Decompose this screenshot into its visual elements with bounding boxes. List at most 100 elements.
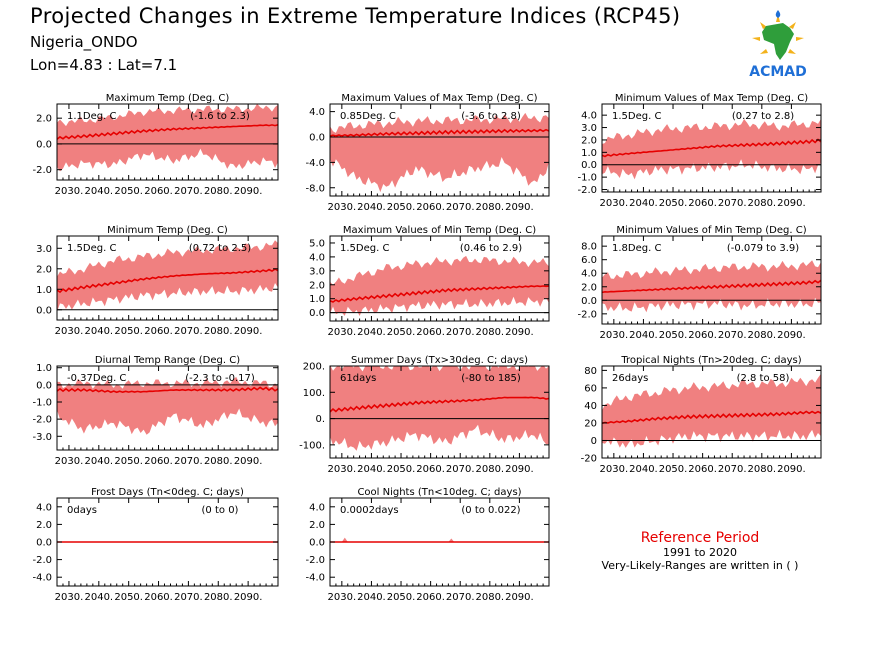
- change-summary: 1.5Deg. C: [340, 243, 389, 254]
- x-tick-label: 2060.: [144, 456, 173, 467]
- x-tick-label: 2040.: [84, 456, 113, 467]
- x-tick-label: 2090.: [505, 464, 534, 475]
- y-tick-label: 2.0: [36, 264, 52, 275]
- x-tick-label: 2090.: [234, 592, 263, 603]
- x-tick-label: 2050.: [387, 592, 416, 603]
- x-tick-label: 2040.: [84, 186, 113, 197]
- x-tick-label: 2080.: [475, 464, 504, 475]
- x-tick-label: 2040.: [357, 202, 386, 213]
- plot-area: [602, 118, 821, 180]
- y-tick-label: -4.0: [32, 573, 52, 584]
- likely-range-band: [602, 260, 821, 313]
- x-tick-label: 2070.: [174, 326, 203, 337]
- x-tick-label: 2050.: [659, 198, 688, 209]
- x-tick-label: 2070.: [174, 186, 203, 197]
- x-tick-label: 2030.: [55, 456, 84, 467]
- y-tick-label: -2.0: [577, 185, 597, 196]
- y-tick-label: 20: [584, 418, 597, 429]
- y-tick-label: 200.: [303, 362, 325, 373]
- reference-period-title: Reference Period: [640, 530, 760, 546]
- likely-range-band: [602, 118, 821, 180]
- x-tick-label: 2040.: [629, 330, 658, 341]
- x-tick-label: 2040.: [84, 326, 113, 337]
- plot-area: [57, 104, 278, 172]
- x-tick-label: 2050.: [387, 327, 416, 338]
- median-line: [330, 396, 549, 413]
- chart-panel: -100. 0. 100. 200. 2030. 2040. 2050. 2060. 2070.…: [299, 355, 550, 475]
- reference-period-box: Reference Period 1991 to 2020 Very-Likel…: [580, 530, 820, 572]
- likely-range-label: (-2.3 to -0.17): [185, 373, 255, 384]
- y-tick-label: 1.0: [309, 294, 325, 305]
- y-tick-label: 4.0: [581, 111, 597, 122]
- y-tick-label: 4.0: [309, 107, 325, 118]
- x-tick-label: 2080.: [747, 464, 776, 475]
- y-tick-label: 60: [584, 383, 597, 394]
- y-tick-label: 2.0: [36, 520, 52, 531]
- x-tick-label: 2080.: [204, 326, 233, 337]
- y-tick-label: 8.0: [581, 242, 597, 253]
- x-tick-label: 2030.: [328, 464, 357, 475]
- change-summary: -0.37Deg. C: [67, 373, 126, 384]
- x-tick-label: 2070.: [174, 592, 203, 603]
- change-summary: 26days: [612, 373, 648, 384]
- plot-frame: [329, 365, 550, 459]
- x-tick-label: 2030.: [328, 592, 357, 603]
- y-tick-label: 1.0: [581, 148, 597, 159]
- panel-title: Maximum Values of Min Temp (Deg. C): [343, 225, 536, 236]
- x-tick-label: 2040.: [629, 198, 658, 209]
- median-line: [330, 285, 549, 303]
- likely-range-band: [57, 104, 278, 172]
- x-tick-label: 2040.: [84, 592, 113, 603]
- likely-range-label: (-0.079 to 3.9): [727, 243, 799, 254]
- africa-map-icon: [752, 10, 804, 60]
- y-tick-label: 40: [584, 401, 597, 412]
- plot-area: [330, 112, 549, 193]
- x-tick-label: 2060.: [688, 198, 717, 209]
- likely-range-band: [330, 255, 549, 316]
- y-tick-label: 0.0: [309, 308, 325, 319]
- panel-title: Minimum Values of Min Temp (Deg. C): [616, 225, 806, 236]
- median-line: [57, 268, 278, 294]
- x-tick-label: 2070.: [446, 464, 475, 475]
- panel-title: Minimum Temp (Deg. C): [107, 225, 228, 236]
- page-title: Projected Changes in Extreme Temperature…: [30, 4, 681, 28]
- chart-panel: -20 0 20 40 60 80 2030. 2040. 2050. 2060. 2070. 208…: [581, 355, 822, 475]
- y-tick-label: -3.0: [32, 432, 52, 443]
- y-tick-label: 1.0: [36, 285, 52, 296]
- plot-frame: [329, 103, 550, 197]
- y-tick-label: 0.0: [581, 160, 597, 171]
- y-tick-label: 0.0: [36, 538, 52, 549]
- y-tick-label: 0.0: [581, 296, 597, 307]
- likely-range-label: (0.72 to 2.5): [189, 243, 251, 254]
- x-tick-label: 2080.: [204, 592, 233, 603]
- plot-area: [330, 255, 549, 316]
- y-tick-label: 2.0: [36, 114, 52, 125]
- x-tick-label: 2060.: [416, 464, 445, 475]
- change-summary: 0.0002days: [340, 505, 399, 516]
- y-tick-label: -8.0: [305, 183, 325, 194]
- x-tick-label: 2070.: [446, 327, 475, 338]
- x-tick-label: 2090.: [505, 592, 534, 603]
- acmad-logo: ACMAD: [738, 8, 818, 84]
- x-tick-label: 2090.: [777, 198, 806, 209]
- x-tick-label: 2050.: [114, 592, 143, 603]
- x-tick-label: 2070.: [718, 330, 747, 341]
- x-tick-label: 2030.: [55, 592, 84, 603]
- y-tick-label: 0: [591, 436, 597, 447]
- plot-area: [602, 260, 821, 313]
- plot-area: [57, 240, 278, 312]
- x-tick-label: 2090.: [234, 186, 263, 197]
- panel-title: Cool Nights (Tn<10deg. C; days): [357, 487, 521, 498]
- x-tick-label: 2090.: [777, 464, 806, 475]
- change-summary: 61days: [340, 373, 376, 384]
- x-tick-label: 2050.: [659, 330, 688, 341]
- median-line: [330, 128, 549, 137]
- chart-panel: -4.0 -2.0 0.0 2.0 4.0 2030. 2040. 2050. 2060. 207…: [305, 487, 550, 603]
- x-tick-label: 2050.: [114, 326, 143, 337]
- station-name: Nigeria_ONDO: [30, 33, 138, 51]
- station-coordinates: Lon=4.83 : Lat=7.1: [30, 56, 178, 74]
- change-summary: 1.5Deg. C: [67, 243, 116, 254]
- x-tick-label: 2040.: [357, 464, 386, 475]
